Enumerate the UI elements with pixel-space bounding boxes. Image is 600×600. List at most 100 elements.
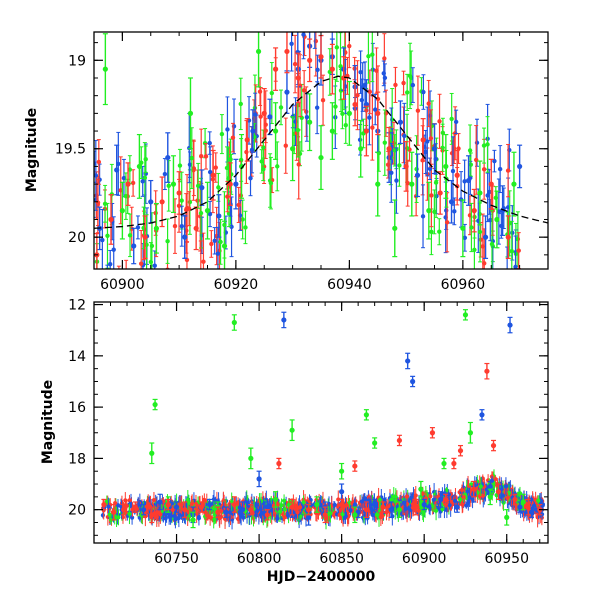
bottom-cloud-point xyxy=(536,498,541,503)
bottom-red-point xyxy=(289,504,295,510)
bottom-red-point xyxy=(165,501,171,508)
top-ytick-label: 19.5 xyxy=(55,142,86,158)
top-blue-point xyxy=(165,154,171,161)
top-cloud-point xyxy=(123,193,129,199)
bottom-cloud-point xyxy=(459,487,465,493)
top-red-point xyxy=(307,57,313,63)
top-cloud-point xyxy=(505,270,509,274)
top-green-point xyxy=(102,66,108,72)
top-ytick-label: 20 xyxy=(68,230,86,246)
top-red-point xyxy=(125,181,131,187)
top-cloud-point xyxy=(367,89,373,95)
top-red-point xyxy=(505,234,511,240)
bottom-cloud-point xyxy=(391,494,396,499)
top-red-point xyxy=(261,110,267,116)
bottom-cloud-point xyxy=(428,494,433,499)
top-red-point xyxy=(471,208,477,214)
top-cloud-point xyxy=(462,235,468,240)
bottom-red-point xyxy=(248,507,254,513)
bottom-red-point xyxy=(363,507,369,513)
top-cloud-point xyxy=(467,148,473,153)
bottom-cloud-point xyxy=(301,500,306,505)
bottom-blue-point xyxy=(421,501,427,508)
bottom-red-point xyxy=(215,509,221,515)
bottom-blue-point xyxy=(239,507,246,513)
bottom-cloud-point xyxy=(100,513,106,518)
top-cloud-point xyxy=(218,239,223,245)
top-cloud-point xyxy=(410,82,416,88)
bottom-cloud-point xyxy=(106,504,111,509)
bottom-blue-point xyxy=(372,501,378,508)
top-cloud-point xyxy=(229,224,234,230)
bottom-xtick-label: 60850 xyxy=(319,551,364,567)
bottom-cloud-point xyxy=(297,505,303,510)
bottom-red-point xyxy=(525,504,531,510)
bottom-cloud-point xyxy=(444,488,449,493)
top-green-point xyxy=(358,146,364,152)
top-cloud-point xyxy=(485,193,490,198)
bottom-blue-point xyxy=(206,501,213,508)
top-cloud-point xyxy=(149,243,155,249)
bottom-green-point xyxy=(418,486,424,492)
bottom-cloud-point xyxy=(369,506,374,512)
top-cloud-point xyxy=(440,145,445,150)
top-cloud-point xyxy=(358,70,363,75)
bottom-cloud-point xyxy=(501,500,506,505)
top-xtick-label: 60940 xyxy=(327,277,372,293)
bottom-cloud-point xyxy=(460,502,465,507)
top-cloud-point xyxy=(433,180,439,185)
top-cloud-point xyxy=(257,89,263,94)
top-cloud-point xyxy=(195,183,201,189)
top-cloud-point xyxy=(304,109,309,114)
top-cloud-point xyxy=(472,247,477,252)
top-cloud-point xyxy=(95,200,101,205)
top-green-point xyxy=(375,181,381,187)
bottom-red-point xyxy=(443,496,449,503)
bottom-cloud-point xyxy=(505,495,510,501)
top-cloud-point xyxy=(292,61,298,67)
top-blue-point xyxy=(233,181,239,187)
bottom-red-point xyxy=(451,460,457,467)
top-cloud-point xyxy=(207,169,213,175)
top-cloud-point xyxy=(509,248,514,254)
top-cloud-point xyxy=(421,89,426,95)
top-cloud-point xyxy=(127,167,133,172)
bottom-cloud-point xyxy=(212,517,217,522)
top-cloud-point xyxy=(275,164,280,169)
top-cloud-point xyxy=(225,194,230,199)
bottom-red-point xyxy=(132,504,138,510)
top-cloud-point xyxy=(152,263,157,268)
top-green-point xyxy=(187,110,194,116)
bottom-cloud-point xyxy=(203,510,208,515)
bottom-cloud-point xyxy=(433,508,439,513)
top-cloud-point xyxy=(330,21,334,25)
bottom-red-point xyxy=(306,507,312,513)
top-red-point xyxy=(159,199,165,205)
top-xtick-label: 60960 xyxy=(441,277,486,293)
bottom-blue-point xyxy=(306,514,312,520)
bottom-green-point xyxy=(520,499,526,505)
bottom-cloud-point xyxy=(503,484,509,489)
bottom-green-point xyxy=(363,412,369,418)
bottom-cloud-point xyxy=(255,508,260,514)
top-red-point xyxy=(363,128,369,134)
top-cloud-point xyxy=(268,180,274,186)
bottom-xtick-label: 60900 xyxy=(402,551,447,567)
bottom-red-point xyxy=(413,504,419,510)
bottom-cloud-point xyxy=(529,497,534,502)
top-blue-point xyxy=(131,243,137,249)
top-cloud-point xyxy=(449,116,454,122)
bottom-blue-point xyxy=(479,412,485,418)
bottom-cloud-point xyxy=(172,513,177,519)
bottom-red-point xyxy=(352,463,358,469)
top-cloud-point xyxy=(485,142,490,147)
top-cloud-point xyxy=(393,82,398,88)
bottom-cloud-point xyxy=(480,493,486,498)
bottom-blue-point xyxy=(438,496,444,503)
bottom-cloud-point xyxy=(116,515,121,520)
bottom-red-point xyxy=(276,460,282,467)
bottom-ylabel: Magnitude xyxy=(40,380,56,464)
top-cloud-point xyxy=(252,112,258,117)
top-cloud-point xyxy=(453,119,459,125)
